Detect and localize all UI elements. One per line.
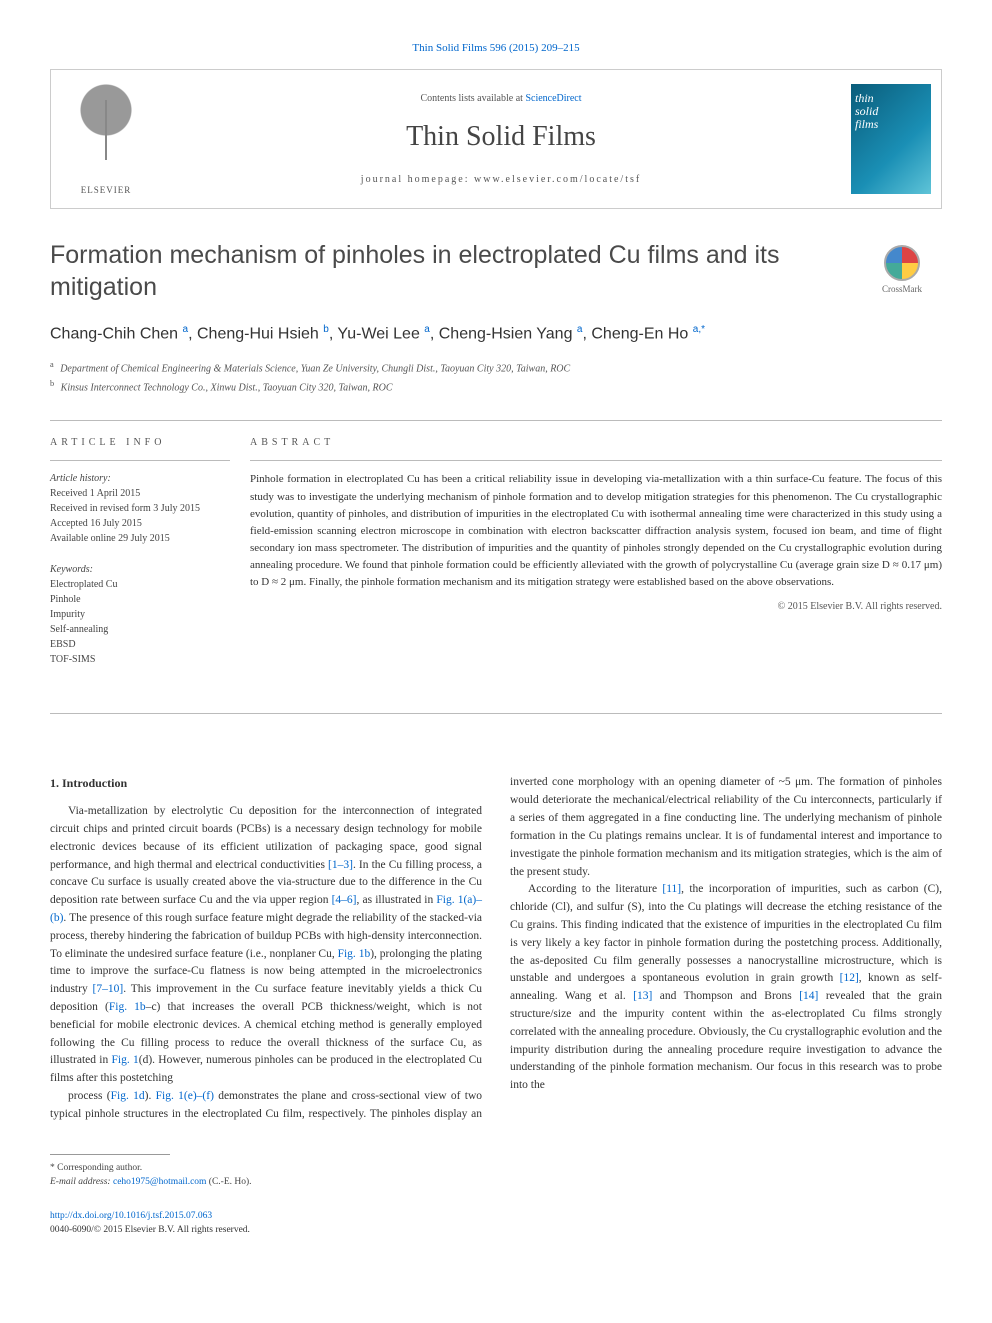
- keywords-heading: Keywords:: [50, 562, 230, 577]
- crossmark-badge[interactable]: CrossMark: [862, 245, 942, 297]
- cover-thumb-box: thin solid films: [841, 70, 941, 208]
- journal-ref-link[interactable]: Thin Solid Films 596 (2015) 209–215: [412, 42, 579, 54]
- homepage-line: journal homepage: www.elsevier.com/locat…: [173, 172, 829, 187]
- publisher-logo-box: ELSEVIER: [51, 70, 161, 208]
- article-info-heading: article info: [50, 435, 230, 450]
- cover-text-1: thin: [855, 92, 927, 105]
- crossmark-label: CrossMark: [862, 283, 942, 297]
- header-center: Contents lists available at ScienceDirec…: [161, 70, 841, 208]
- corresponding-label: * Corresponding author.: [50, 1161, 942, 1175]
- keyword-item: TOF-SIMS: [50, 652, 230, 667]
- keyword-item: Electroplated Cu: [50, 577, 230, 592]
- cover-text-2: solid: [855, 105, 927, 118]
- elsevier-tree-icon: [66, 80, 146, 180]
- keyword-item: Pinhole: [50, 592, 230, 607]
- keyword-item: Self-annealing: [50, 622, 230, 637]
- keyword-item: Impurity: [50, 607, 230, 622]
- authors: Chang-Chih Chen a, Cheng-Hui Hsieh b, Yu…: [50, 322, 942, 346]
- affiliation-b: Kinsus Interconnect Technology Co., Xinw…: [61, 382, 393, 393]
- section-heading-1: 1. Introduction: [50, 774, 482, 793]
- article-title: Formation mechanism of pinholes in elect…: [50, 239, 842, 304]
- journal-header: ELSEVIER Contents lists available at Sci…: [50, 69, 942, 209]
- contents-line: Contents lists available at ScienceDirec…: [173, 91, 829, 106]
- journal-reference: Thin Solid Films 596 (2015) 209–215: [50, 40, 942, 57]
- journal-name: Thin Solid Films: [173, 116, 829, 158]
- abstract-heading: abstract: [250, 435, 942, 450]
- cover-text-3: films: [855, 118, 927, 131]
- history-heading: Article history:: [50, 471, 230, 486]
- history-accepted: Accepted 16 July 2015: [50, 516, 230, 531]
- divider: [50, 420, 942, 421]
- publisher-name: ELSEVIER: [66, 184, 146, 198]
- keywords-list: Electroplated CuPinholeImpuritySelf-anne…: [50, 577, 230, 667]
- paragraph-1: Via-metallization by electrolytic Cu dep…: [50, 803, 482, 1088]
- abstract-column: abstract Pinhole formation in electropla…: [250, 435, 942, 683]
- paragraph-3: According to the literature [11], the in…: [510, 881, 942, 1095]
- email-suffix: (C.-E. Ho).: [209, 1177, 252, 1187]
- abstract-text: Pinhole formation in electroplated Cu ha…: [250, 471, 942, 590]
- email-link[interactable]: ceho1975@hotmail.com: [113, 1177, 206, 1187]
- homepage-url[interactable]: www.elsevier.com/locate/tsf: [474, 174, 641, 185]
- body-text: 1. Introduction Via-metallization by ele…: [50, 774, 942, 1123]
- doi-block: http://dx.doi.org/10.1016/j.tsf.2015.07.…: [50, 1209, 942, 1238]
- sciencedirect-link[interactable]: ScienceDirect: [525, 93, 581, 104]
- affiliations: a Department of Chemical Engineering & M…: [50, 358, 942, 397]
- contents-prefix: Contents lists available at: [420, 93, 525, 104]
- footnote-divider: [50, 1154, 170, 1155]
- divider: [50, 713, 942, 714]
- homepage-prefix: journal homepage:: [361, 174, 474, 185]
- abstract-copyright: © 2015 Elsevier B.V. All rights reserved…: [250, 599, 942, 614]
- issn-line: 0040-6090/© 2015 Elsevier B.V. All right…: [50, 1223, 942, 1237]
- keyword-item: EBSD: [50, 637, 230, 652]
- history-online: Available online 29 July 2015: [50, 531, 230, 546]
- history-revised: Received in revised form 3 July 2015: [50, 501, 230, 516]
- crossmark-icon: [884, 245, 920, 281]
- corresponding-author: * Corresponding author. E-mail address: …: [50, 1161, 942, 1190]
- cover-thumbnail: thin solid films: [851, 84, 931, 194]
- affiliation-a: Department of Chemical Engineering & Mat…: [60, 363, 570, 374]
- email-label: E-mail address:: [50, 1177, 111, 1187]
- history-received: Received 1 April 2015: [50, 486, 230, 501]
- doi-link[interactable]: http://dx.doi.org/10.1016/j.tsf.2015.07.…: [50, 1211, 212, 1221]
- article-info-column: article info Article history: Received 1…: [50, 435, 250, 683]
